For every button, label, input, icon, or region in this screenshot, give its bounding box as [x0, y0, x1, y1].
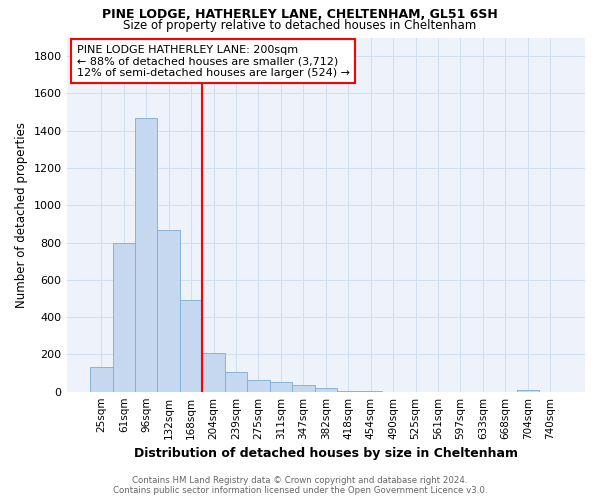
X-axis label: Distribution of detached houses by size in Cheltenham: Distribution of detached houses by size … — [134, 447, 518, 460]
Bar — [337, 390, 359, 392]
Bar — [135, 118, 157, 392]
Bar — [292, 385, 314, 392]
Bar — [202, 352, 225, 392]
Bar — [113, 242, 135, 392]
Text: Size of property relative to detached houses in Cheltenham: Size of property relative to detached ho… — [124, 19, 476, 32]
Bar — [269, 382, 292, 392]
Bar — [517, 390, 539, 392]
Bar — [314, 388, 337, 392]
Bar — [225, 372, 247, 392]
Text: Contains HM Land Registry data © Crown copyright and database right 2024.
Contai: Contains HM Land Registry data © Crown c… — [113, 476, 487, 495]
Bar — [157, 230, 180, 392]
Text: PINE LODGE HATHERLEY LANE: 200sqm
← 88% of detached houses are smaller (3,712)
1: PINE LODGE HATHERLEY LANE: 200sqm ← 88% … — [77, 44, 350, 78]
Text: PINE LODGE, HATHERLEY LANE, CHELTENHAM, GL51 6SH: PINE LODGE, HATHERLEY LANE, CHELTENHAM, … — [102, 8, 498, 20]
Bar — [180, 300, 202, 392]
Bar — [247, 380, 269, 392]
Y-axis label: Number of detached properties: Number of detached properties — [15, 122, 28, 308]
Bar — [90, 368, 113, 392]
